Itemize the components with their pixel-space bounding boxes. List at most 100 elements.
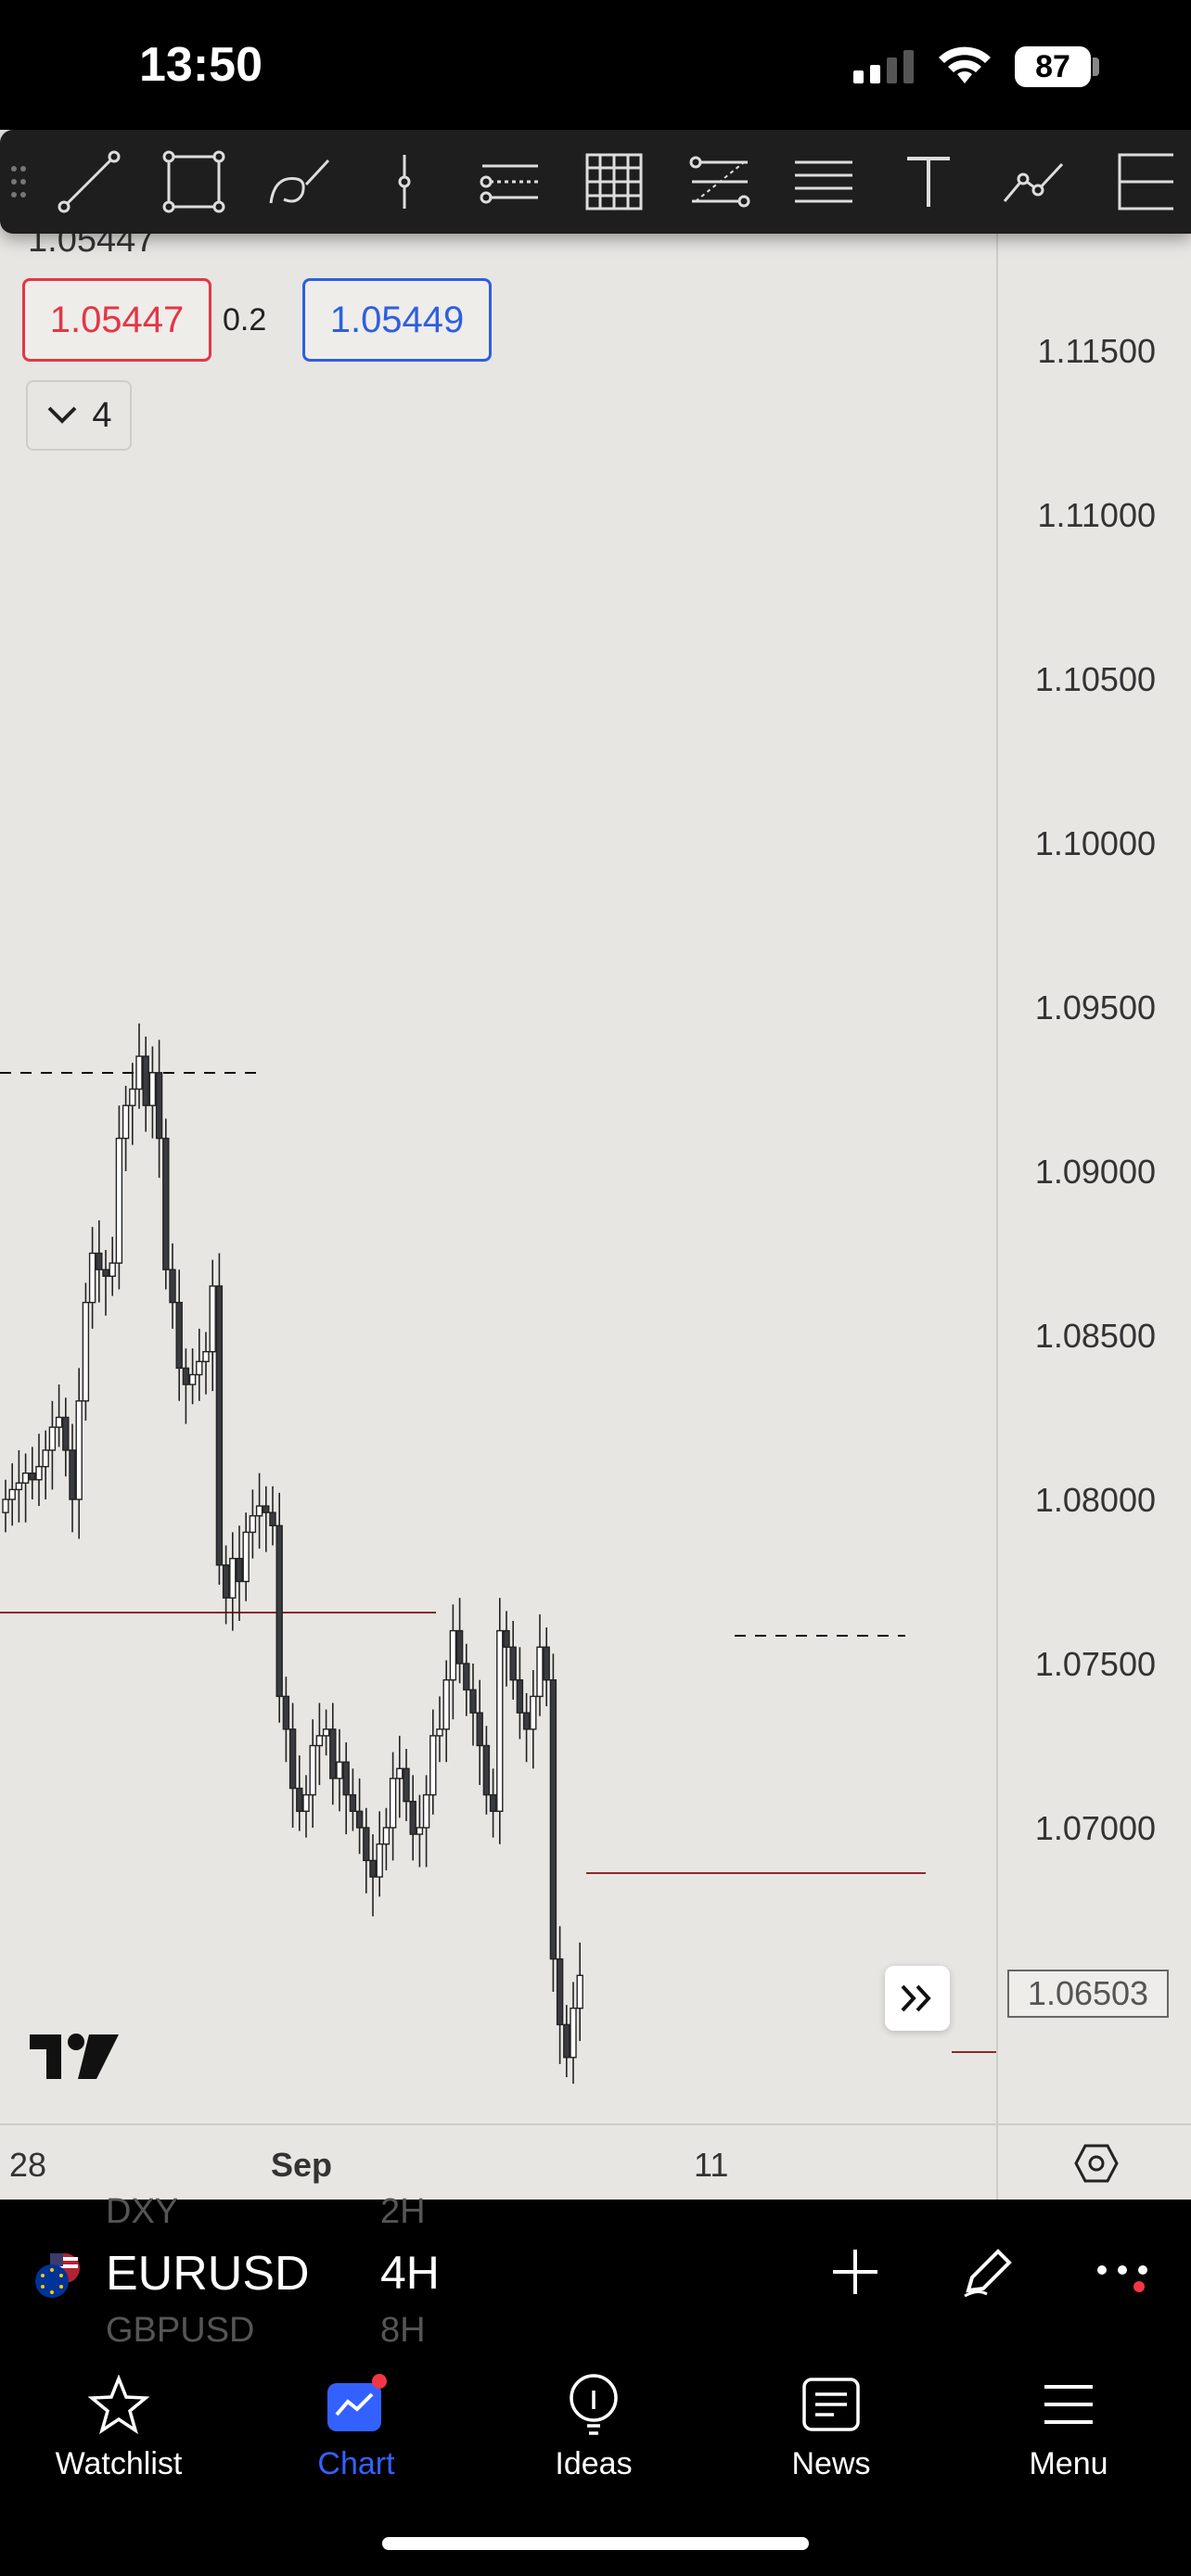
trend-line-tool[interactable]	[37, 130, 142, 234]
candle-body	[269, 1511, 276, 1527]
candle-body	[469, 1689, 477, 1714]
vertical-line-icon	[398, 155, 411, 209]
next-symbol: GBPUSD	[106, 2311, 255, 2350]
candle-body	[82, 1301, 90, 1402]
indicators-toggle-button[interactable]: 4	[26, 380, 132, 451]
candle-body	[442, 1678, 450, 1730]
candle-body	[162, 1137, 170, 1270]
battery-tip	[1093, 57, 1099, 76]
candle-body	[249, 1514, 257, 1534]
candle-body	[42, 1449, 49, 1468]
parallel-channel-tool[interactable]	[772, 130, 877, 234]
chart-canvas[interactable]: 1.05447 1.05447 0.2 1.05449 4	[0, 130, 1191, 2200]
candle-body	[222, 1564, 230, 1599]
candle-body	[8, 1488, 16, 1500]
candle-body	[282, 1695, 290, 1730]
path-tool[interactable]	[981, 130, 1086, 234]
fib-retracement-tool[interactable]	[666, 130, 771, 234]
candle-body	[556, 1958, 564, 2026]
candle-body	[409, 1800, 416, 1835]
candle-body	[115, 1137, 123, 1264]
interval-selector[interactable]: 4H	[380, 2247, 440, 2299]
brush-tool[interactable]	[247, 130, 352, 234]
tab-news[interactable]: News	[720, 2363, 942, 2482]
price-label: 1.11500	[1037, 332, 1156, 370]
status-bar: 13:50 87	[0, 0, 1191, 130]
candle-body	[516, 1678, 524, 1714]
candle-body	[2, 1498, 9, 1513]
candle-body	[129, 1088, 136, 1106]
candle-body	[422, 1793, 430, 1829]
tab-chart[interactable]: Chart	[245, 2363, 467, 2482]
candle-body	[175, 1301, 183, 1370]
status-time: 13:50	[139, 38, 263, 92]
candle-body	[29, 1472, 36, 1481]
candle-body	[182, 1367, 190, 1385]
candle-body	[169, 1269, 176, 1304]
vertical-line-tool[interactable]	[352, 130, 456, 234]
tab-label: Chart	[317, 2446, 395, 2481]
more-options-icon[interactable]	[1095, 2257, 1152, 2294]
candle-body	[336, 1761, 343, 1779]
drawing-toolbar[interactable]	[0, 130, 1191, 234]
candle-body	[382, 1827, 391, 1845]
battery-icon: 87	[1015, 46, 1091, 87]
tab-label: Menu	[1029, 2446, 1108, 2481]
wifi-icon	[939, 46, 991, 83]
candle-body	[329, 1728, 337, 1779]
sell-price-button[interactable]: 1.05447	[22, 278, 211, 362]
tab-label: News	[791, 2446, 871, 2481]
path-icon	[1004, 162, 1064, 202]
tab-menu[interactable]: Menu	[957, 2363, 1180, 2482]
candles-group	[2, 1023, 583, 2085]
candle-body	[476, 1712, 483, 1747]
candle-body	[396, 1767, 403, 1779]
candle-body	[236, 1558, 243, 1583]
candle-body	[55, 1416, 63, 1428]
star-icon	[88, 2375, 149, 2434]
long-position-tool[interactable]	[1086, 130, 1191, 234]
candle-body	[215, 1285, 224, 1566]
parallel-channel-icon	[795, 160, 853, 203]
tab-label: Ideas	[555, 2446, 633, 2481]
candle-body	[275, 1524, 283, 1698]
symbol-selector[interactable]: EURUSD	[106, 2247, 310, 2301]
price-axis[interactable]: 1.11500 1.11000 1.10500 1.10000 1.09500 …	[996, 130, 1191, 2123]
rectangle-tool[interactable]	[142, 130, 247, 234]
spread-value: 0.2	[223, 302, 267, 338]
pen-icon[interactable]	[959, 2242, 1018, 2302]
candle-body	[209, 1285, 216, 1353]
plus-icon[interactable]	[827, 2244, 883, 2300]
candle-body	[263, 1505, 270, 1513]
gann-grid-tool[interactable]	[561, 130, 666, 234]
candle-body	[489, 1793, 497, 1812]
buy-price-button[interactable]: 1.05449	[302, 278, 492, 362]
candle-body	[96, 1252, 103, 1270]
candle-body	[522, 1712, 531, 1730]
sell-price: 1.05447	[49, 300, 185, 340]
candle-body	[135, 1055, 143, 1090]
candle-body	[570, 2007, 577, 2059]
candle-body	[436, 1728, 443, 1737]
candle-body	[155, 1072, 163, 1140]
candle-body	[429, 1735, 437, 1796]
indicator-count: 4	[92, 395, 112, 435]
current-price-label: 1.06503	[1007, 1970, 1169, 2018]
axis-settings-button[interactable]	[996, 2125, 1191, 2201]
lightbulb-icon	[570, 2374, 618, 2435]
candle-body	[455, 1629, 464, 1664]
tab-ideas[interactable]: Ideas	[482, 2363, 705, 2482]
candlestick-chart[interactable]	[0, 130, 1191, 2200]
time-label: 11	[694, 2146, 729, 2184]
pitchfork-tool[interactable]	[456, 130, 561, 234]
drag-handle-icon[interactable]	[0, 130, 37, 234]
scroll-to-realtime-button[interactable]	[885, 1966, 950, 2031]
text-icon	[907, 157, 951, 207]
candle-body	[355, 1810, 364, 1829]
time-axis[interactable]: 28 Sep 11	[0, 2123, 1191, 2201]
text-tool[interactable]	[877, 130, 981, 234]
tab-watchlist[interactable]: Watchlist	[7, 2363, 230, 2482]
candle-body	[242, 1531, 250, 1583]
brush-icon	[269, 159, 329, 204]
hamburger-icon	[1044, 2385, 1093, 2424]
